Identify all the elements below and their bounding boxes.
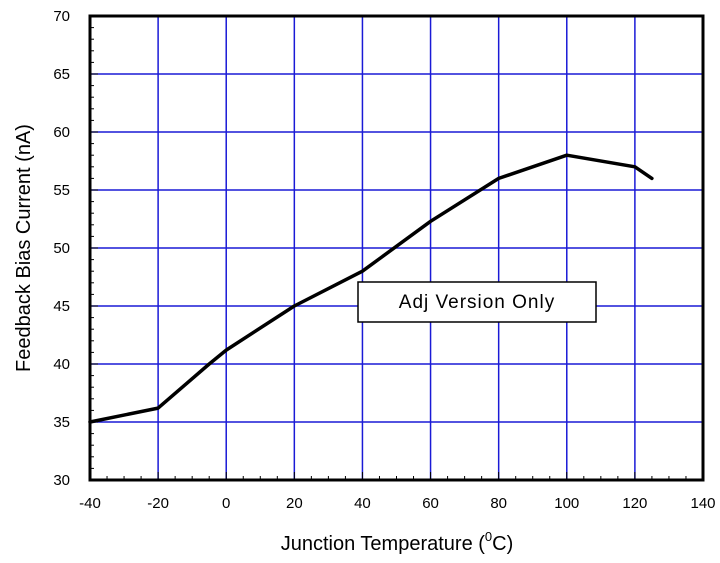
y-tick-label: 65 bbox=[53, 66, 70, 83]
y-axis-title: Feedback Bias Current (nA) bbox=[13, 124, 35, 372]
y-tick-label: 45 bbox=[53, 298, 70, 315]
y-tick-label: 50 bbox=[53, 240, 70, 257]
x-tick-label: 40 bbox=[354, 495, 371, 512]
annotation-border bbox=[357, 281, 597, 323]
y-tick-label: 30 bbox=[53, 472, 70, 489]
x-tick-label: -40 bbox=[79, 495, 101, 512]
x-tick-label: 60 bbox=[422, 495, 439, 512]
series-layer bbox=[88, 153, 654, 424]
x-axis-title-superscript: 0 bbox=[485, 529, 492, 544]
y-tick-label: 70 bbox=[53, 8, 70, 25]
x-axis-title: Junction Temperature (0C) bbox=[281, 529, 514, 555]
x-tick-label: 0 bbox=[222, 495, 230, 512]
y-tick-label: 40 bbox=[53, 356, 70, 373]
y-tick-labels: 30 35 40 45 50 55 60 65 70 bbox=[53, 8, 70, 489]
x-tick-label: 100 bbox=[554, 495, 579, 512]
x-tick-label: 120 bbox=[622, 495, 647, 512]
y-tick-label: 35 bbox=[53, 414, 70, 431]
annotation-label: Adj Version Only bbox=[399, 292, 555, 313]
x-tick-label: 80 bbox=[490, 495, 507, 512]
x-tick-label: 140 bbox=[690, 495, 715, 512]
plot-frame bbox=[88, 14, 705, 482]
x-tick-label: 20 bbox=[286, 495, 303, 512]
x-axis-title-text: Junction Temperature ( bbox=[281, 533, 486, 555]
annotation-box: Adj Version Only bbox=[357, 281, 597, 323]
y-tick-label: 55 bbox=[53, 182, 70, 199]
series-line bbox=[88, 153, 654, 424]
x-tick-labels: -40 -20 0 20 40 60 80 100 120 140 bbox=[79, 495, 715, 512]
x-axis-title-unit: C) bbox=[492, 533, 513, 555]
x-tick-label: -20 bbox=[147, 495, 169, 512]
y-tick-label: 60 bbox=[53, 124, 70, 141]
